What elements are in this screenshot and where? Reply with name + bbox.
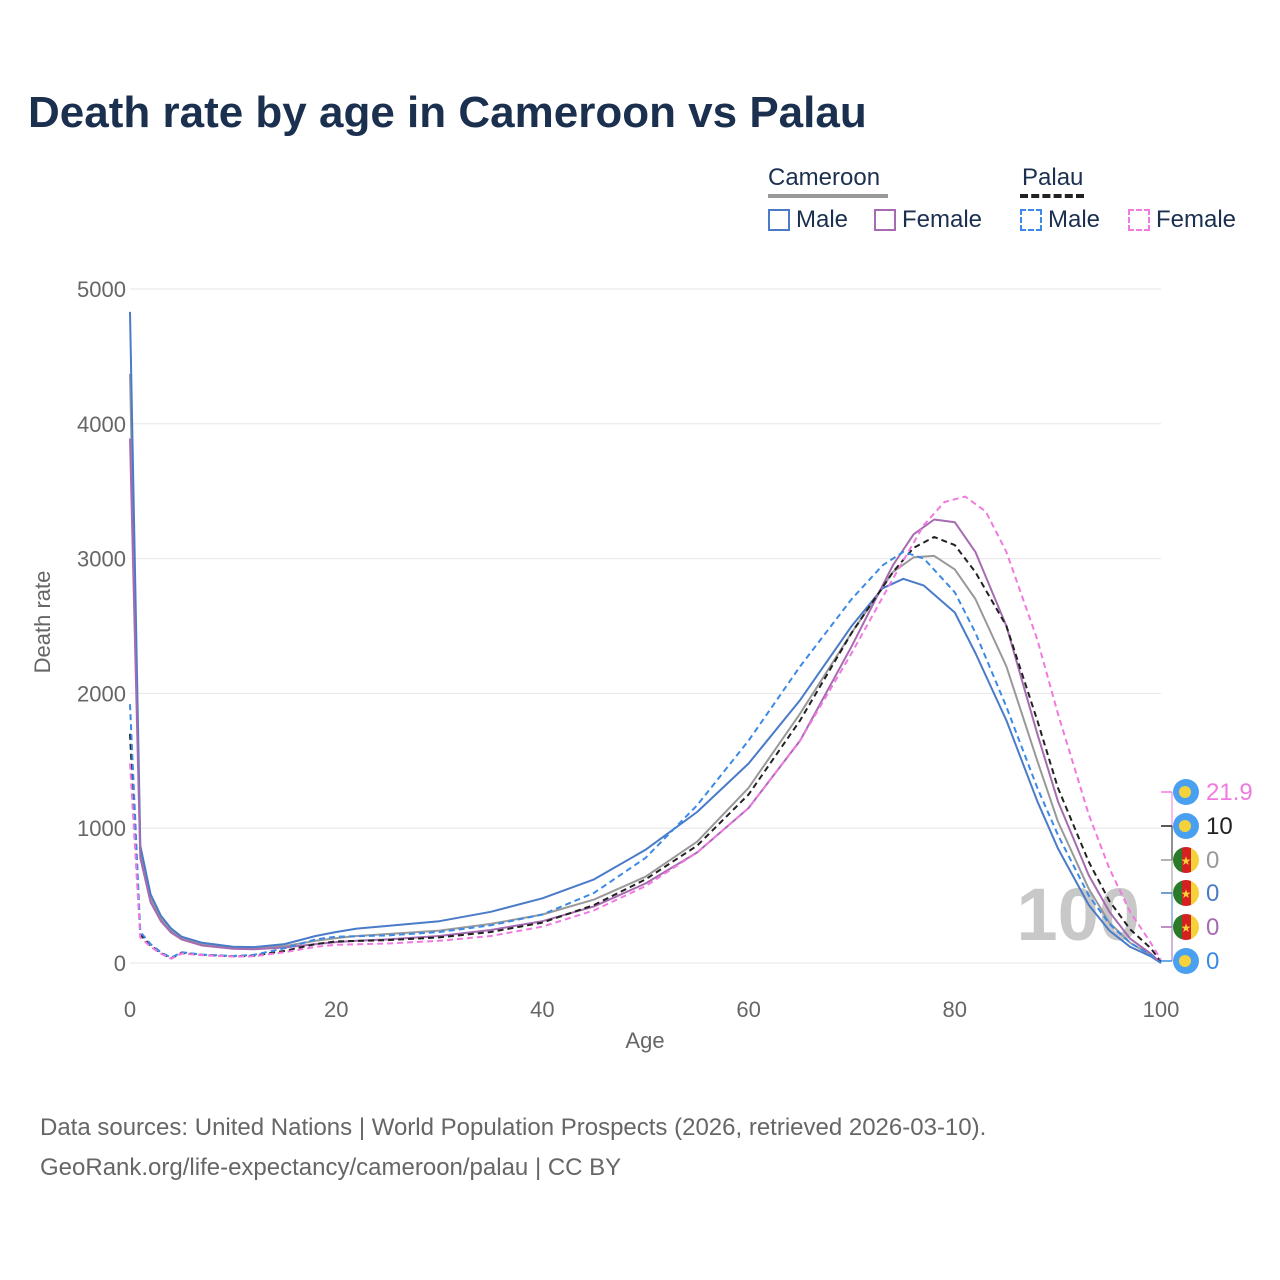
chart-title: Death rate by age in Cameroon vs Palau [28,88,867,137]
legend-item-cameroon-male[interactable]: Male [768,206,848,234]
legend-swatch [1128,209,1150,231]
cameroon-flag-icon: ★ [1173,914,1199,940]
flag-star-icon: ★ [1181,921,1192,935]
flag-stripe-yellow [1191,914,1199,940]
axis-ticks: 0 1000 2000 3000 4000 5000 0 20 40 60 80 100 [77,277,1179,1022]
end-label-value: 0 [1206,948,1219,975]
flag-stripe-red [1182,914,1191,940]
legend-label: Female [1156,206,1237,233]
grid [130,288,1161,964]
x-tick-label: 80 [943,997,967,1022]
x-axis-label: Age [625,1028,664,1053]
legend-group-underline [1020,194,1084,198]
footer: Data sources: United Nations | World Pop… [40,1108,986,1188]
legend-swatch [874,209,896,231]
legend-item-palau-female[interactable]: Female [1128,206,1236,234]
end-labels: 21.9 10 ★ 0 ★ 0 ★ 0 0 [1161,779,1253,975]
legend-label: Female [902,206,983,233]
footer-link[interactable]: GeoRank.org/life-expectancy/cameroon/pal… [40,1154,622,1181]
legend-label: Male [796,206,849,233]
x-tick-label: 60 [736,997,760,1022]
legend-swatch [768,209,790,231]
x-tick-label: 40 [530,997,554,1022]
x-tick-label: 100 [1143,997,1180,1022]
end-label-value: 0 [1206,880,1219,907]
cameroon-flag-icon: ★ [1173,847,1199,873]
flag-stripe-red [1182,880,1191,906]
y-tick-label: 2000 [77,681,126,706]
series-line-palau-both-sexes [129,536,1162,963]
y-tick-label: 3000 [77,547,126,572]
legend-group-palau: Palau Male Female [1020,164,1260,244]
legend-item-cameroon-female[interactable]: Female [874,206,982,234]
legend-group-title: Cameroon [768,164,881,191]
end-label-value: 10 [1206,813,1233,840]
y-tick-label: 5000 [77,277,126,302]
series-line-palau-male [129,550,1162,964]
series-line-palau-female [129,495,1162,961]
flag-star-icon: ★ [1181,854,1192,868]
cameroon-flag-icon: ★ [1173,880,1199,906]
legend-group-underline [768,194,888,198]
series-line-cameroon-both-sexes [129,373,1162,964]
x-tick-label: 20 [324,997,348,1022]
y-tick-label: 1000 [77,816,126,841]
palau-flag-moon [1179,820,1191,832]
y-tick-label: 0 [114,951,126,976]
end-label-value: 21.9 [1206,779,1253,806]
flag-stripe-green [1173,847,1182,873]
legend-group-cameroon: Cameroon Male Female [768,164,1008,244]
legend-item-palau-male[interactable]: Male [1020,206,1100,234]
flag-star-icon: ★ [1181,887,1192,901]
series-line-cameroon-male [129,311,1162,964]
flag-stripe-yellow [1191,880,1199,906]
palau-flag-moon [1179,955,1191,967]
series-line-cameroon-female [129,438,1162,964]
legend-swatch [1020,209,1042,231]
legend-label: Male [1048,206,1101,233]
flag-stripe-red [1182,847,1191,873]
end-label-value: 0 [1206,914,1219,941]
palau-flag-moon [1179,786,1191,798]
footer-source: Data sources: United Nations | World Pop… [40,1114,987,1141]
y-axis-label: Death rate [30,571,55,674]
x-tick-label: 0 [124,997,136,1022]
end-label-value: 0 [1206,847,1219,874]
flag-stripe-green [1173,914,1182,940]
y-tick-label: 4000 [77,412,126,437]
legend-group-title: Palau [1022,164,1084,191]
flag-stripe-green [1173,880,1182,906]
flag-stripe-yellow [1191,847,1199,873]
series-lines [129,311,1162,964]
